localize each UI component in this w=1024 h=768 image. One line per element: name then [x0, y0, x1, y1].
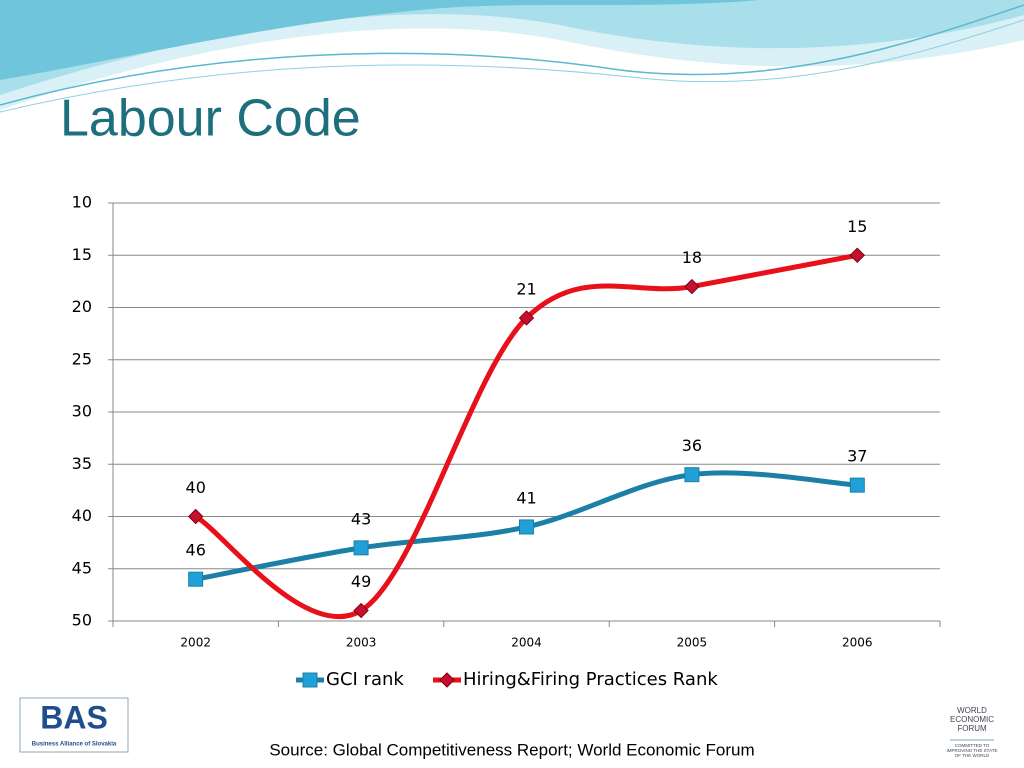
marker: [684, 467, 700, 483]
logo-text: ECONOMIC: [950, 715, 994, 724]
y-tick-label: 50: [72, 611, 92, 630]
source-note: Source: Global Competitiveness Report; W…: [269, 740, 754, 759]
marker: [439, 672, 455, 688]
marker: [187, 508, 204, 525]
logo-text: FORUM: [957, 724, 987, 733]
y-tick-label: 45: [72, 558, 92, 577]
data-label: 46: [186, 541, 206, 560]
x-tick-label: 2002: [180, 636, 211, 650]
logo-tagline: COMMITTED TO: [955, 743, 990, 748]
y-tick-label: 10: [72, 193, 92, 212]
x-tick-label: 2003: [346, 636, 377, 650]
marker: [849, 247, 866, 263]
y-tick-label: 40: [72, 506, 92, 525]
marker: [353, 540, 369, 556]
data-label: 18: [682, 248, 702, 267]
data-label: 41: [516, 488, 536, 507]
logo-frame: [19, 697, 129, 753]
y-tick-label: 35: [72, 454, 92, 473]
logo-tagline: IMPROVING THE STATE: [946, 748, 997, 753]
x-tick-label: 2006: [842, 636, 873, 650]
x-tick-label: 2004: [511, 636, 542, 650]
y-tick-label: 20: [72, 297, 92, 316]
data-label: 21: [516, 279, 536, 298]
legend-label: GCI rank: [326, 669, 404, 690]
marker: [518, 310, 535, 326]
marker: [849, 477, 865, 493]
data-label: 15: [847, 217, 867, 236]
y-tick-label: 15: [72, 245, 92, 264]
data-label: 49: [351, 572, 371, 591]
y-tick-label: 25: [72, 349, 92, 368]
legend-label: Hiring&Firing Practices Rank: [463, 669, 718, 690]
logo-tagline: OF THE WORLD: [955, 753, 990, 758]
logo-subtitle: Business Alliance of Slovakia: [32, 742, 117, 748]
marker: [353, 602, 369, 619]
series-line: [193, 252, 860, 620]
chart: 10 15 20 25 30 35 40 45 50 2002 2003 2004 2005 2006 46…: [72, 193, 941, 690]
logo-text: WORLD: [957, 706, 987, 715]
marker: [302, 672, 318, 688]
wave-line: [0, 19, 1024, 113]
wef-logo: WORLD ECONOMIC FORUM COMMITTED TO IMPROV…: [946, 706, 997, 758]
marker: [519, 519, 534, 535]
data-label: 43: [351, 509, 371, 528]
wave-line: [0, 4, 1024, 106]
marker: [188, 571, 204, 587]
data-label: 40: [186, 478, 206, 497]
marker: [684, 278, 700, 295]
data-label: 36: [682, 436, 702, 455]
bas-logo: BAS Business Alliance of Slovakia: [19, 697, 129, 753]
slide-title: Labour Code: [60, 90, 361, 148]
x-tick-label: 2005: [677, 636, 708, 650]
y-tick-label: 30: [72, 402, 92, 421]
wave: [0, 0, 760, 80]
header-waves: [0, 0, 1024, 113]
data-label: 37: [847, 447, 867, 466]
logo-text: BAS: [40, 699, 108, 735]
